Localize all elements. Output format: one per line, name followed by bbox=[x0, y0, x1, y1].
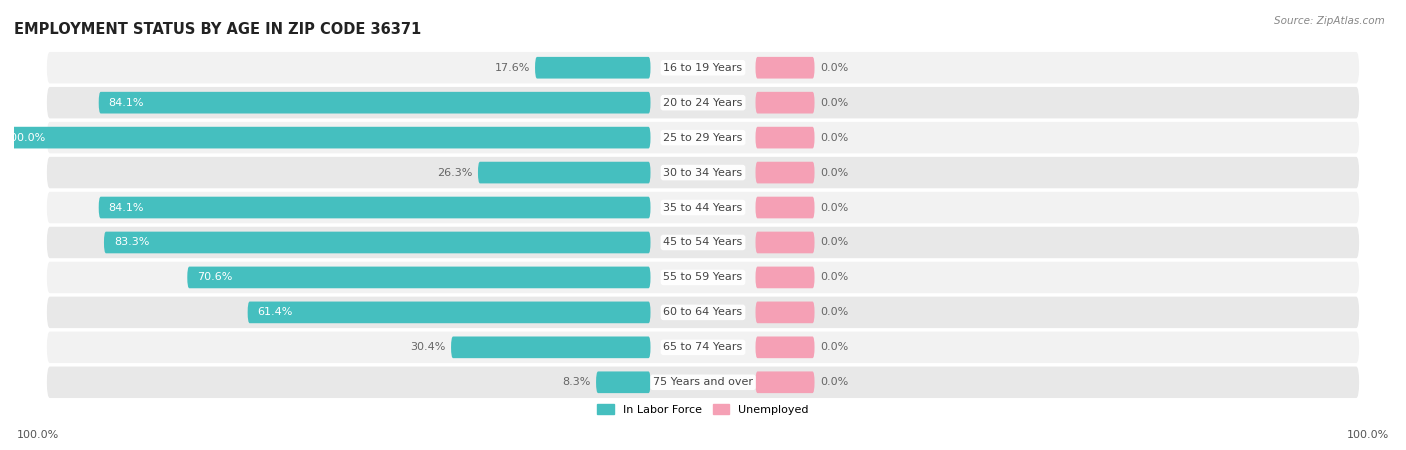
Text: 0.0%: 0.0% bbox=[820, 307, 848, 317]
Text: 26.3%: 26.3% bbox=[437, 167, 472, 178]
FancyBboxPatch shape bbox=[755, 337, 814, 358]
Text: 0.0%: 0.0% bbox=[820, 133, 848, 143]
Text: 0.0%: 0.0% bbox=[820, 63, 848, 73]
FancyBboxPatch shape bbox=[755, 232, 814, 253]
FancyBboxPatch shape bbox=[46, 332, 1360, 363]
Text: EMPLOYMENT STATUS BY AGE IN ZIP CODE 36371: EMPLOYMENT STATUS BY AGE IN ZIP CODE 363… bbox=[14, 22, 422, 37]
FancyBboxPatch shape bbox=[755, 371, 814, 393]
FancyBboxPatch shape bbox=[46, 262, 1360, 293]
FancyBboxPatch shape bbox=[536, 57, 651, 79]
Text: 100.0%: 100.0% bbox=[4, 133, 46, 143]
Text: 0.0%: 0.0% bbox=[820, 377, 848, 387]
FancyBboxPatch shape bbox=[755, 197, 814, 218]
Text: 45 to 54 Years: 45 to 54 Years bbox=[664, 238, 742, 248]
FancyBboxPatch shape bbox=[46, 227, 1360, 258]
Text: 30.4%: 30.4% bbox=[411, 342, 446, 352]
FancyBboxPatch shape bbox=[755, 127, 814, 148]
Text: 55 to 59 Years: 55 to 59 Years bbox=[664, 272, 742, 283]
Text: Source: ZipAtlas.com: Source: ZipAtlas.com bbox=[1274, 16, 1385, 26]
FancyBboxPatch shape bbox=[46, 122, 1360, 153]
Text: 8.3%: 8.3% bbox=[562, 377, 591, 387]
Text: 35 to 44 Years: 35 to 44 Years bbox=[664, 202, 742, 212]
FancyBboxPatch shape bbox=[98, 197, 651, 218]
FancyBboxPatch shape bbox=[755, 266, 814, 288]
FancyBboxPatch shape bbox=[0, 127, 651, 148]
Text: 0.0%: 0.0% bbox=[820, 98, 848, 108]
Text: 100.0%: 100.0% bbox=[17, 430, 59, 440]
FancyBboxPatch shape bbox=[247, 302, 651, 323]
Text: 61.4%: 61.4% bbox=[257, 307, 292, 317]
Text: 83.3%: 83.3% bbox=[114, 238, 149, 248]
Text: 100.0%: 100.0% bbox=[1347, 430, 1389, 440]
Text: 30 to 34 Years: 30 to 34 Years bbox=[664, 167, 742, 178]
FancyBboxPatch shape bbox=[46, 297, 1360, 328]
Legend: In Labor Force, Unemployed: In Labor Force, Unemployed bbox=[593, 400, 813, 419]
Text: 17.6%: 17.6% bbox=[495, 63, 530, 73]
Text: 75 Years and over: 75 Years and over bbox=[652, 377, 754, 387]
FancyBboxPatch shape bbox=[755, 162, 814, 184]
FancyBboxPatch shape bbox=[46, 157, 1360, 188]
Text: 84.1%: 84.1% bbox=[108, 98, 143, 108]
Text: 70.6%: 70.6% bbox=[197, 272, 232, 283]
Text: 60 to 64 Years: 60 to 64 Years bbox=[664, 307, 742, 317]
Text: 0.0%: 0.0% bbox=[820, 342, 848, 352]
FancyBboxPatch shape bbox=[451, 337, 651, 358]
FancyBboxPatch shape bbox=[46, 87, 1360, 118]
FancyBboxPatch shape bbox=[46, 192, 1360, 223]
FancyBboxPatch shape bbox=[46, 367, 1360, 398]
FancyBboxPatch shape bbox=[478, 162, 651, 184]
Text: 0.0%: 0.0% bbox=[820, 202, 848, 212]
FancyBboxPatch shape bbox=[98, 92, 651, 113]
Text: 20 to 24 Years: 20 to 24 Years bbox=[664, 98, 742, 108]
FancyBboxPatch shape bbox=[596, 371, 651, 393]
FancyBboxPatch shape bbox=[104, 232, 651, 253]
Text: 0.0%: 0.0% bbox=[820, 238, 848, 248]
FancyBboxPatch shape bbox=[46, 52, 1360, 83]
FancyBboxPatch shape bbox=[755, 57, 814, 79]
Text: 0.0%: 0.0% bbox=[820, 167, 848, 178]
Text: 65 to 74 Years: 65 to 74 Years bbox=[664, 342, 742, 352]
Text: 25 to 29 Years: 25 to 29 Years bbox=[664, 133, 742, 143]
FancyBboxPatch shape bbox=[755, 92, 814, 113]
Text: 16 to 19 Years: 16 to 19 Years bbox=[664, 63, 742, 73]
FancyBboxPatch shape bbox=[755, 302, 814, 323]
Text: 0.0%: 0.0% bbox=[820, 272, 848, 283]
FancyBboxPatch shape bbox=[187, 266, 651, 288]
Text: 84.1%: 84.1% bbox=[108, 202, 143, 212]
